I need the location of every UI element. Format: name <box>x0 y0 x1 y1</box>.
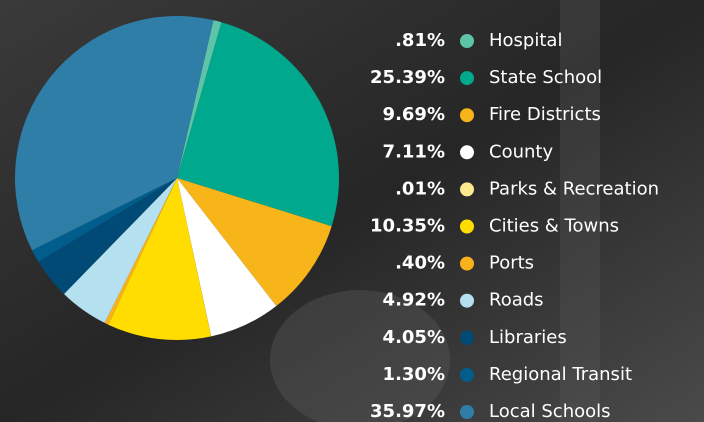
legend-label: Cities & Towns <box>489 216 619 237</box>
pie-slice <box>177 22 339 227</box>
legend-label: Local Schools <box>489 401 611 422</box>
pie-slice <box>177 178 277 337</box>
pie-slice <box>108 178 212 341</box>
background-structure <box>270 290 450 422</box>
legend-swatch <box>460 367 474 382</box>
legend-swatch <box>460 330 474 345</box>
legend-value: 25.39% <box>370 67 445 88</box>
legend-value: 9.69% <box>383 104 445 125</box>
legend-swatch <box>460 145 474 160</box>
pie-slice <box>32 178 177 262</box>
legend-label: Hospital <box>489 30 562 51</box>
legend-label: Ports <box>489 253 534 274</box>
pie <box>14 15 339 341</box>
legend-value: 1.30% <box>383 364 445 385</box>
legend-swatch <box>460 108 474 123</box>
legend-value: 35.97% <box>370 401 445 422</box>
pie-slice <box>63 178 177 323</box>
legend: .81% Hospital 25.39% State School 9.69% Fire … <box>370 30 659 422</box>
legend-label: Parks & Recreation <box>489 178 659 199</box>
legend-value: 4.92% <box>383 290 445 311</box>
legend-value: .40% <box>395 253 445 274</box>
legend-label: Libraries <box>489 327 567 348</box>
legend-swatch <box>460 256 474 271</box>
legend-value: 4.05% <box>383 327 445 348</box>
legend-value: 10.35% <box>370 216 445 237</box>
legend-label: County <box>489 141 553 162</box>
legend-swatch <box>460 405 474 419</box>
legend-label: Roads <box>489 290 544 311</box>
legend-swatch <box>460 71 474 86</box>
legend-swatch <box>460 34 474 48</box>
legend-swatch <box>460 182 474 197</box>
legend-value: 7.11% <box>383 141 445 162</box>
pie-slice <box>177 20 222 178</box>
legend-swatch <box>460 293 474 308</box>
legend-value: .01% <box>395 178 445 199</box>
legend-label: Regional Transit <box>489 364 632 385</box>
legend-label: State School <box>489 67 602 88</box>
pie-slice <box>14 15 214 251</box>
legend-swatch <box>460 219 474 234</box>
pie-slice <box>177 178 212 337</box>
pie-slice <box>104 178 177 325</box>
legend-label: Fire Districts <box>489 104 601 125</box>
pie-slice <box>177 178 332 307</box>
background-structure <box>560 0 600 422</box>
pie-slice <box>38 178 177 295</box>
legend-value: .81% <box>395 30 445 51</box>
